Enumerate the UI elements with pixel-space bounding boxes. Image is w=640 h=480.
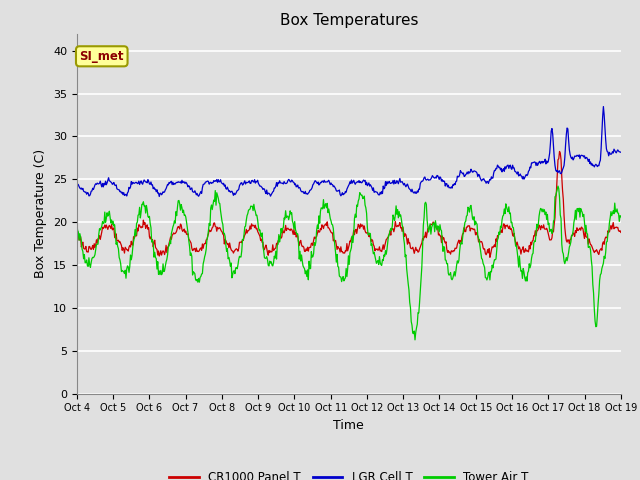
CR1000 Panel T (556, 148, 563, 154)
CR1000 Panel T (139, 225, 147, 230)
CR1000 Panel T (486, 254, 493, 260)
CR1000 Panel T (431, 220, 438, 226)
Y-axis label: Box Temperature (C): Box Temperature (C) (35, 149, 47, 278)
Line: LGR Cell T: LGR Cell T (77, 107, 621, 196)
LGR Cell T (223, 184, 231, 190)
Tower Air T (223, 249, 230, 254)
LGR Cell T (139, 181, 147, 187)
CR1000 Panel T (73, 231, 81, 237)
Tower Air T (73, 220, 81, 226)
Tower Air T (139, 202, 147, 207)
LGR Cell T (600, 104, 607, 109)
Tower Air T (554, 183, 562, 189)
Tower Air T (416, 300, 424, 306)
CR1000 Panel T (617, 229, 625, 235)
CR1000 Panel T (223, 240, 230, 246)
LGR Cell T (156, 193, 163, 199)
LGR Cell T (431, 174, 439, 180)
Legend: CR1000 Panel T, LGR Cell T, Tower Air T: CR1000 Panel T, LGR Cell T, Tower Air T (164, 466, 533, 480)
LGR Cell T (73, 181, 81, 187)
Tower Air T (411, 337, 419, 343)
CR1000 Panel T (194, 248, 202, 254)
CR1000 Panel T (415, 249, 422, 254)
LGR Cell T (617, 149, 625, 155)
Line: Tower Air T: Tower Air T (77, 186, 621, 340)
LGR Cell T (416, 186, 424, 192)
Title: Box Temperatures: Box Temperatures (280, 13, 418, 28)
Tower Air T (617, 214, 625, 220)
Tower Air T (431, 218, 439, 224)
Text: SI_met: SI_met (79, 50, 124, 63)
Tower Air T (83, 257, 90, 263)
LGR Cell T (195, 193, 202, 199)
Line: CR1000 Panel T: CR1000 Panel T (77, 151, 621, 257)
CR1000 Panel T (83, 249, 90, 254)
Tower Air T (194, 279, 202, 285)
X-axis label: Time: Time (333, 419, 364, 432)
LGR Cell T (83, 192, 90, 197)
